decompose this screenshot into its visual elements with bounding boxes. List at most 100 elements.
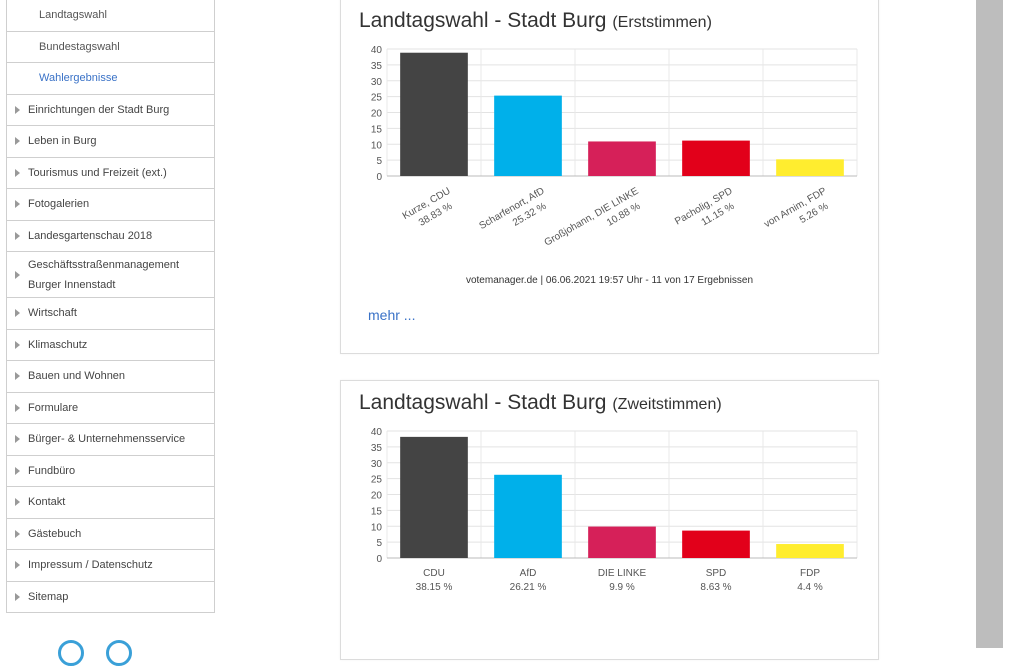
y-tick-label: 25	[371, 475, 383, 486]
value-label: 9.9 %	[609, 582, 635, 593]
sidebar-item[interactable]: Formulare	[6, 392, 215, 424]
sidebar-item[interactable]: Landtagswahl	[6, 0, 215, 32]
chevron-right-icon	[15, 231, 20, 240]
social-icon[interactable]	[106, 640, 132, 666]
sidebar-item-label: Bauen und Wohnen	[28, 370, 126, 383]
bar[interactable]	[776, 544, 844, 558]
sidebar-item[interactable]: Bundestagswahl	[6, 31, 215, 63]
value-label: 8.63 %	[700, 582, 731, 593]
sidebar-item-label: Wirtschaft	[28, 307, 77, 320]
chevron-right-icon	[15, 168, 20, 177]
sidebar-item[interactable]: Gästebuch	[6, 518, 215, 550]
sidebar-item-label: Fundbüro	[28, 464, 76, 477]
chevron-right-icon	[15, 403, 20, 412]
bar[interactable]	[682, 140, 750, 176]
sidebar-item[interactable]: Sitemap	[6, 581, 215, 613]
y-tick-label: 40	[371, 45, 383, 56]
sidebar-item[interactable]: Einrichtungen der Stadt Burg	[6, 94, 215, 126]
chevron-right-icon	[15, 435, 20, 444]
sidebar-item-label: Einrichtungen der Stadt Burg	[28, 103, 170, 116]
sidebar-item[interactable]: Bauen und Wohnen	[6, 361, 215, 393]
value-label: 38.15 %	[416, 582, 453, 593]
x-tick-label: CDU	[423, 568, 445, 579]
chevron-right-icon	[15, 498, 20, 507]
chevron-right-icon	[15, 340, 20, 349]
bar[interactable]	[682, 530, 750, 558]
chevron-right-icon	[15, 561, 20, 570]
y-tick-label: 30	[371, 77, 383, 88]
sidebar-item[interactable]: Geschäftsstraßenmanagement Burger Innens…	[6, 252, 215, 298]
y-tick-label: 35	[371, 61, 383, 72]
sidebar-item-label: Fotogalerien	[28, 198, 90, 211]
sidebar-item[interactable]: Leben in Burg	[6, 126, 215, 158]
value-label: 26.21 %	[510, 582, 547, 593]
chevron-right-icon	[15, 466, 20, 475]
y-tick-label: 35	[371, 443, 383, 454]
chart-source: votemanager.de | 06.06.2021 19:57 Uhr - …	[465, 275, 754, 286]
sidebar-item-label: Landtagswahl	[39, 9, 107, 22]
x-tick-label: SPD	[706, 568, 727, 579]
card-title-text: Landtagswahl - Stadt Burg	[359, 9, 607, 32]
sidebar-item-label: Wahlergebnisse	[39, 72, 118, 85]
chevron-right-icon	[15, 105, 20, 114]
chevron-right-icon	[15, 309, 20, 318]
bar[interactable]	[400, 52, 468, 176]
sidebar-item[interactable]: Fundbüro	[6, 455, 215, 487]
bar[interactable]	[494, 95, 562, 176]
sidebar-item[interactable]: Wahlergebnisse	[6, 63, 215, 95]
scrollbar-track[interactable]	[976, 0, 1003, 648]
sidebar-item-label: Sitemap	[28, 590, 69, 603]
x-tick-label: DIE LINKE	[598, 568, 647, 579]
result-card-zweitstimmen: Landtagswahl - Stadt Burg (Zweitstimmen)…	[340, 380, 879, 660]
sidebar-item[interactable]: Klimaschutz	[6, 329, 215, 361]
result-card-erststimmen: Landtagswahl - Stadt Burg (Erststimmen) …	[340, 0, 879, 354]
chevron-right-icon	[15, 592, 20, 601]
sidebar-item-label: Geschäftsstraßenmanagement Burger Innens…	[28, 258, 180, 291]
more-link[interactable]: mehr ...	[368, 307, 416, 323]
card-title-text: Landtagswahl - Stadt Burg	[359, 391, 607, 414]
y-tick-label: 5	[376, 156, 382, 167]
sidebar-item[interactable]: Fotogalerien	[6, 189, 215, 221]
y-tick-label: 20	[371, 109, 383, 120]
sidebar-item[interactable]: Bürger- & Unternehmensservice	[6, 424, 215, 456]
y-tick-label: 15	[371, 506, 383, 517]
bar[interactable]	[776, 159, 844, 176]
chevron-right-icon	[15, 529, 20, 538]
sidebar-item[interactable]: Wirtschaft	[6, 298, 215, 330]
value-label: 4.4 %	[797, 582, 823, 593]
y-tick-label: 0	[376, 172, 382, 183]
bar[interactable]	[588, 526, 656, 558]
social-icons	[58, 640, 132, 666]
sidebar-item-label: Kontakt	[28, 496, 66, 509]
sidebar-item[interactable]: Tourismus und Freizeit (ext.)	[6, 157, 215, 189]
bar[interactable]	[400, 436, 468, 558]
card-title: Landtagswahl - Stadt Burg (Erststimmen)	[359, 9, 712, 33]
sidebar-item[interactable]: Landesgartenschau 2018	[6, 220, 215, 252]
sidebar-item-label: Leben in Burg	[28, 135, 97, 148]
chevron-right-icon	[15, 270, 20, 279]
bar[interactable]	[588, 141, 656, 176]
y-tick-label: 30	[371, 459, 383, 470]
sidebar-item[interactable]: Impressum / Datenschutz	[6, 550, 215, 582]
sidebar-item-label: Landesgartenschau 2018	[28, 229, 153, 242]
sidebar-item-label: Bürger- & Unternehmensservice	[28, 433, 186, 446]
card-title: Landtagswahl - Stadt Burg (Zweitstimmen)	[359, 391, 722, 415]
sidebar-item[interactable]: Kontakt	[6, 487, 215, 519]
chevron-right-icon	[15, 137, 20, 146]
sidebar-item-label: Klimaschutz	[28, 338, 88, 351]
sidebar-item-label: Bundestagswahl	[39, 40, 120, 53]
sidebar-item-label: Impressum / Datenschutz	[28, 559, 153, 572]
y-tick-label: 10	[371, 140, 383, 151]
sidebar-item-label: Gästebuch	[28, 527, 82, 540]
chevron-right-icon	[15, 200, 20, 209]
y-tick-label: 15	[371, 124, 383, 135]
x-tick-label: FDP	[800, 568, 820, 579]
social-icon[interactable]	[58, 640, 84, 666]
card-subtitle: (Erststimmen)	[612, 14, 712, 31]
bar[interactable]	[494, 474, 562, 558]
